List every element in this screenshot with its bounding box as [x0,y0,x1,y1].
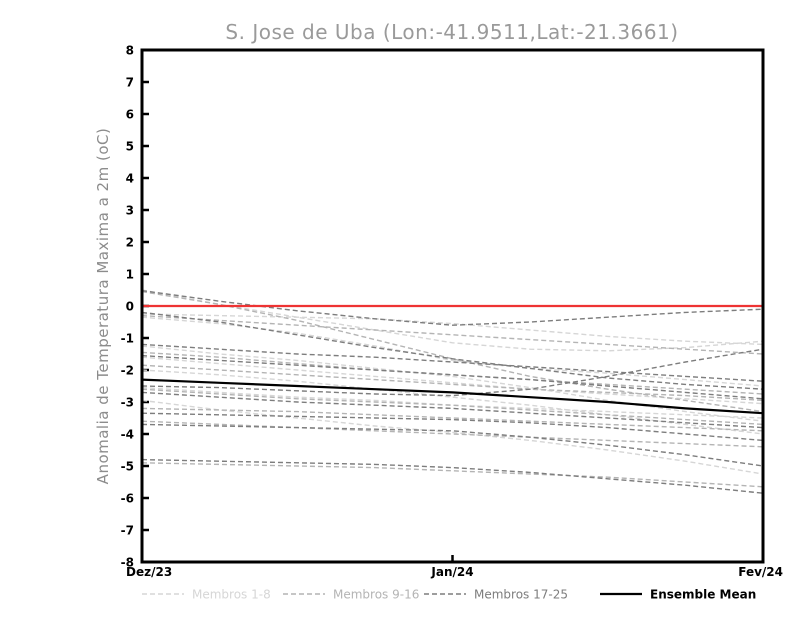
x-tick-label: Fev/24 [738,565,783,579]
y-tick-label: 1 [126,268,134,282]
y-tick-label: -5 [121,460,134,474]
y-tick-label: 6 [126,108,134,122]
x-tick-label: Jan/24 [430,565,473,579]
member-line [141,289,764,352]
y-tick-label: 8 [126,44,134,58]
y-tick-label: -3 [121,396,134,410]
member-line [141,316,764,387]
y-tick-label: 7 [126,76,134,90]
member-line [141,314,764,355]
y-tick-label: -4 [121,428,134,442]
member-line [141,289,764,326]
member-line [141,356,764,405]
x-axis-ticks: Dez/23 Jan/24 Fev/24 [126,555,783,579]
member-line [141,462,764,488]
plot-frame [140,48,765,564]
member-line [141,458,764,494]
y-tick-label: 3 [126,204,134,218]
y-tick-label: -7 [121,524,134,538]
y-tick-label: 2 [126,236,134,250]
chart-title: S. Jose de Uba (Lon:-41.9511,Lat:-21.366… [225,20,678,44]
legend-label: Membros 1-8 [192,588,271,602]
member-line [141,345,764,422]
member-line [141,343,764,382]
y-tick-label: -2 [121,364,134,378]
data-series-layer [141,289,764,494]
y-tick-label: -6 [121,492,134,506]
y-tick-label: 0 [126,300,134,314]
member-line [141,290,764,413]
x-tick-label: Dez/23 [126,565,172,579]
chart-legend: Membros 1-8 Membros 9-16 Membros 17-25 Ense… [142,588,756,602]
member-line [141,423,764,467]
member-line [141,399,764,475]
member-line [141,313,764,346]
y-tick-label: 4 [126,172,134,186]
y-tick-label: -1 [121,332,134,346]
member-line [141,407,764,432]
legend-label: Membros 9-16 [333,588,419,602]
ensemble-mean-line [141,378,764,415]
member-line [141,420,764,448]
member-line [141,311,764,390]
y-tick-label: -8 [121,556,134,570]
legend-label: Ensemble Mean [650,588,756,602]
y-tick-label: 5 [126,140,134,154]
member-line [141,369,764,435]
legend-label: Membros 17-25 [474,588,568,602]
y-axis-label: Anomalia de Temperatura Maxima a 2m (oC) [94,128,112,485]
